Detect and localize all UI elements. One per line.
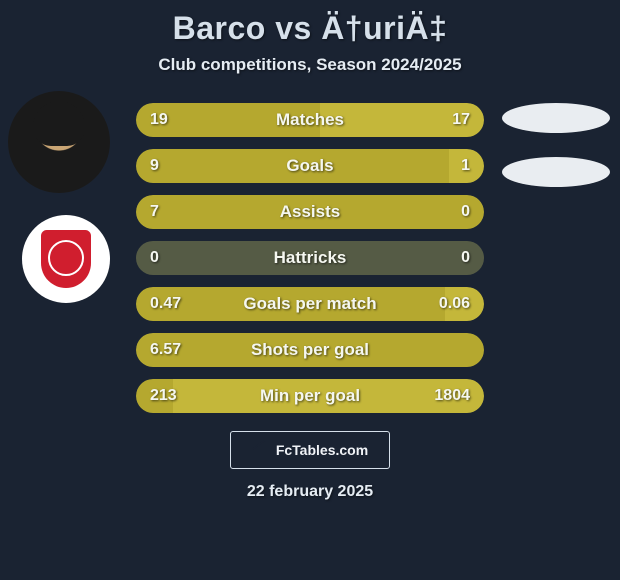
- opponent-club-placeholder: [502, 157, 610, 187]
- club-badge-icon: [41, 230, 91, 288]
- stat-value-left: 0: [150, 249, 159, 267]
- stat-label: Min per goal: [260, 386, 360, 406]
- stat-value-left: 9: [150, 157, 159, 175]
- stat-label: Hattricks: [274, 248, 347, 268]
- stat-label: Goals per match: [243, 294, 376, 314]
- page-title: Barco vs Ä†uriÄ‡: [173, 10, 448, 47]
- stat-row: 0.47 Goals per match 0.06: [136, 287, 484, 321]
- stat-value-right: 1804: [434, 387, 470, 405]
- stat-value-right: 0.06: [439, 295, 470, 313]
- stat-row: 0 Hattricks 0: [136, 241, 484, 275]
- club-avatar: ★★★★: [22, 215, 110, 303]
- stat-row: 19 Matches 17: [136, 103, 484, 137]
- stat-row: 6.57 Shots per goal: [136, 333, 484, 367]
- stat-value-right: 1: [461, 157, 470, 175]
- stat-label: Matches: [276, 110, 344, 130]
- club-stars-icon: ★★★★: [48, 215, 84, 216]
- footer-date: 22 february 2025: [247, 483, 373, 501]
- chart-icon: [252, 440, 270, 461]
- page-subtitle: Club competitions, Season 2024/2025: [158, 55, 461, 75]
- stat-value-right: 0: [461, 249, 470, 267]
- brand-badge: FcTables.com: [230, 431, 390, 469]
- brand-text: FcTables.com: [276, 442, 368, 458]
- comparison-card: Barco vs Ä†uriÄ‡ Club competitions, Seas…: [0, 0, 620, 580]
- chart-area: ★★★★ 19Matches179Goals17Assists00Hattric…: [0, 103, 620, 413]
- stat-row: 213 Min per goal 1804: [136, 379, 484, 413]
- stat-label: Goals: [286, 156, 333, 176]
- stat-row: 9 Goals 1: [136, 149, 484, 183]
- stat-value-right: 0: [461, 203, 470, 221]
- stat-row: 7 Assists 0: [136, 195, 484, 229]
- right-placeholders: [502, 103, 610, 187]
- stat-value-left: 6.57: [150, 341, 181, 359]
- stat-bars: 19Matches179Goals17Assists00Hattricks00.…: [136, 103, 484, 413]
- stat-value-left: 19: [150, 111, 168, 129]
- stat-value-left: 7: [150, 203, 159, 221]
- stat-value-right: 17: [452, 111, 470, 129]
- opponent-avatar-placeholder: [502, 103, 610, 133]
- player-avatar: [8, 91, 110, 193]
- left-avatars: ★★★★: [8, 91, 110, 303]
- stat-label: Shots per goal: [251, 340, 369, 360]
- stat-label: Assists: [280, 202, 340, 222]
- stat-value-left: 0.47: [150, 295, 181, 313]
- stat-value-left: 213: [150, 387, 177, 405]
